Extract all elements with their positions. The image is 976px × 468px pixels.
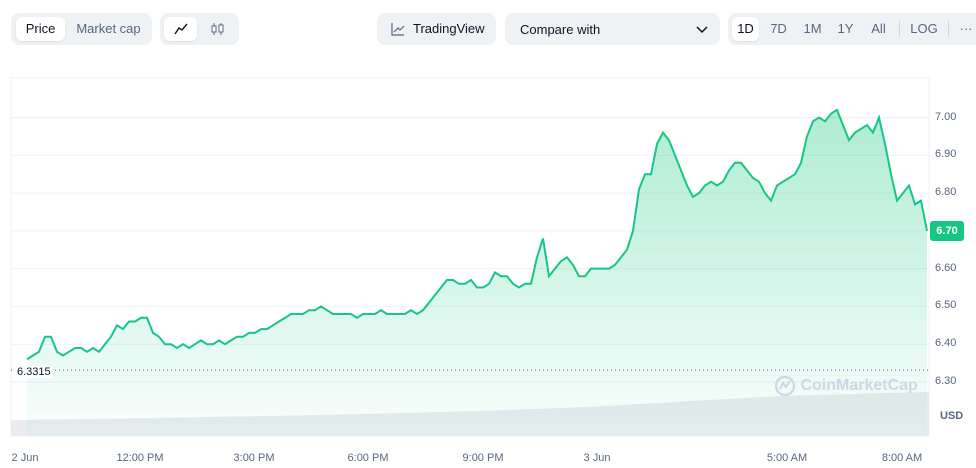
x-tick-label: 5:00 AM [766, 452, 808, 464]
candlestick-button[interactable] [201, 17, 234, 41]
x-tick-label: 8:00 AM [881, 452, 923, 464]
open-price-label: 6.3315 [15, 366, 53, 378]
y-tick-label: 6.90 [935, 148, 957, 161]
y-tick-label: 6.50 [935, 299, 957, 312]
x-tick-label: 2 Jun [11, 452, 39, 464]
chart-type-toggle [160, 13, 239, 45]
x-tick-label: 3:00 PM [233, 452, 275, 464]
y-tick-label: 6.30 [935, 375, 957, 387]
price-area [27, 109, 927, 437]
more-button[interactable]: ··· [959, 21, 973, 36]
range-7d[interactable]: 7D [770, 21, 787, 36]
range-toggle: 1D 7D 1M 1Y All LOG ··· [728, 13, 976, 45]
divider [899, 21, 900, 37]
tradingview-label: TradingView [413, 21, 485, 36]
y-tick-label: 6.40 [935, 337, 957, 350]
line-chart-button[interactable] [164, 17, 197, 41]
watermark-text: CoinMarketCap [800, 377, 918, 395]
watermark: CoinMarketCap [774, 375, 918, 397]
currency-label: USD [940, 410, 964, 422]
y-tick-label: 6.80 [935, 186, 957, 199]
price-marketcap-toggle: Price Market cap [11, 13, 152, 45]
range-1d[interactable]: 1D [732, 17, 759, 41]
x-tick-label: 3 Jun [583, 452, 611, 464]
range-1m[interactable]: 1M [803, 21, 822, 36]
y-tick-label: 7.00 [935, 110, 957, 123]
current-price-label: 6.70 [930, 220, 964, 241]
price-line [26, 108, 928, 361]
chevron-down-icon [696, 26, 708, 34]
candlestick-icon [211, 23, 223, 35]
tradingview-button[interactable]: TradingView [377, 13, 496, 45]
y-tick-label: 6.60 [935, 261, 957, 274]
x-tick-label: 6:00 PM [347, 452, 389, 464]
tradingview-icon [391, 23, 405, 36]
price-tab[interactable]: Price [16, 17, 65, 41]
coinmarketcap-logo-icon [774, 375, 796, 397]
x-tick-label: 9:00 PM [462, 452, 504, 464]
range-1y[interactable]: 1Y [837, 21, 854, 36]
compare-label: Compare with [520, 22, 601, 37]
compare-with-select[interactable]: Compare with [505, 13, 720, 45]
line-chart-icon [173, 23, 188, 35]
divider [948, 21, 949, 37]
range-all[interactable]: All [871, 21, 886, 36]
market-cap-tab[interactable]: Market cap [76, 21, 141, 36]
x-tick-label: 12:00 PM [116, 452, 164, 464]
log-toggle[interactable]: LOG [910, 21, 938, 36]
